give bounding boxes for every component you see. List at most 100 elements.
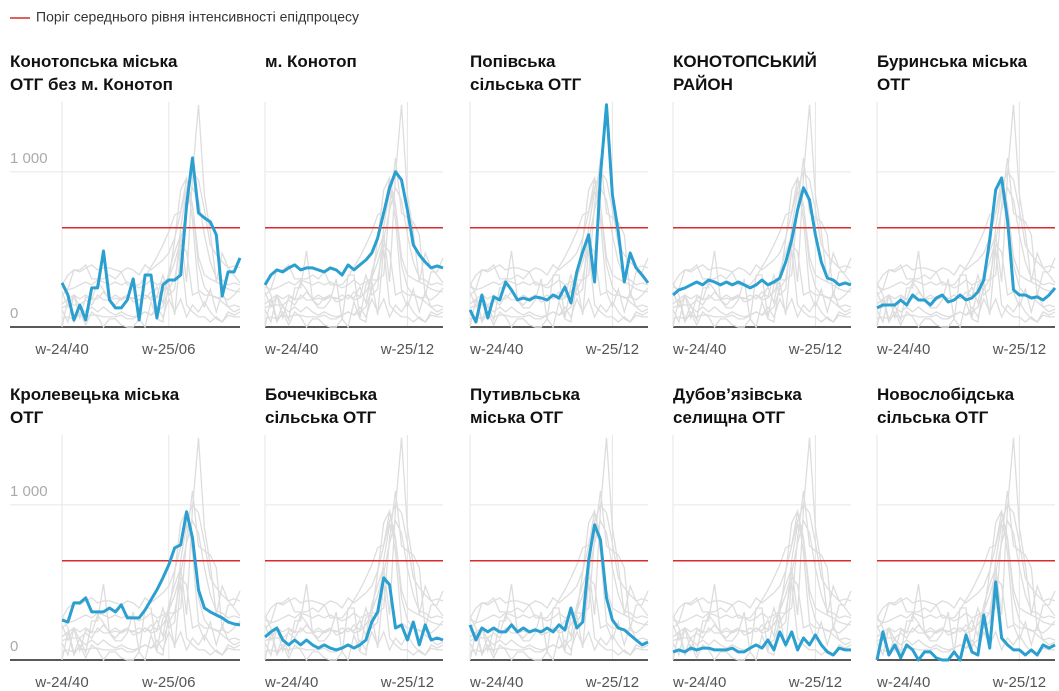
background-line [264,178,444,293]
panel-title: Конотопська міська ОТГ без м. Конотоп [10,52,178,94]
x-tick-label: w-25/12 [992,674,1046,691]
panel-title: Бочечківська сільська ОТГ [265,385,378,427]
background-line [61,490,241,656]
background-line [672,581,852,662]
background-line [264,248,444,329]
background-line [672,104,852,324]
highlight-line [876,176,1057,310]
highlight-line [61,510,241,627]
highlight-line [875,580,1056,662]
background-line [672,175,852,309]
x-tick-label: w-25/12 [380,341,434,358]
background-line [672,511,852,626]
background-line [61,630,240,656]
panel-title: КОНОТОПСЬКИЙ РАЙОН [673,52,817,94]
x-tick-label: w-25/12 [380,674,434,691]
background-line [876,104,1056,324]
background-line [876,511,1056,626]
background-line [61,522,241,646]
panel-title: Дубов’язівська селищна ОТГ [673,385,802,427]
background-line [876,170,1056,286]
background-line [264,157,444,323]
background-line [469,175,649,309]
y-tick-label: 1 000 [10,483,48,500]
background-line [672,170,852,286]
background-line [264,490,444,656]
panel-title: Буринська міська ОТГ [877,52,1028,94]
background-line [469,170,649,286]
y-tick-label: 0 [10,638,18,655]
background-line [876,157,1056,323]
x-tick-label: w-24/40 [264,341,318,358]
background-line [264,189,444,313]
x-tick-label: w-24/40 [469,341,523,358]
background-line [672,518,852,629]
background-line [876,518,1056,629]
background-line [876,508,1056,642]
x-tick-label: w-25/12 [585,341,639,358]
background-line [264,581,444,662]
background-line [469,630,648,656]
x-tick-label: w-24/40 [469,674,523,691]
x-tick-label: w-25/12 [788,674,842,691]
background-line [469,437,649,657]
x-tick-label: w-24/40 [876,341,930,358]
x-tick-label: w-25/12 [992,341,1046,358]
x-tick-label: w-24/40 [672,674,726,691]
x-tick-label: w-25/06 [141,674,195,691]
highlight-line [672,630,851,657]
background-line [264,437,444,657]
background-line [672,189,852,313]
background-line [469,490,649,656]
background-line [264,522,444,646]
background-line [264,503,444,619]
background-line [61,518,241,629]
background-line [672,297,851,323]
background-line [469,185,649,296]
background-line [264,518,444,629]
background-line [264,104,444,324]
background-line [61,503,241,619]
background-line [876,297,1055,323]
background-line [469,157,649,323]
background-line [672,157,852,323]
highlight-line [672,186,852,297]
x-tick-label: w-24/40 [876,674,930,691]
background-line [61,248,241,329]
x-tick-label: w-25/06 [141,341,195,358]
background-line [264,297,443,323]
background-line [672,522,852,646]
highlight-line [468,103,650,324]
x-tick-label: w-25/12 [585,674,639,691]
background-line [672,437,852,657]
background-line [876,185,1056,296]
background-line [876,503,1056,619]
background-line [264,511,444,626]
background-line [469,518,649,629]
x-tick-label: w-24/40 [34,341,88,358]
x-tick-label: w-24/40 [34,674,88,691]
background-line [469,178,649,293]
background-line [264,175,444,309]
background-line [876,178,1056,293]
highlight-line [264,576,444,652]
x-tick-label: w-25/12 [788,341,842,358]
highlight-line [60,156,242,322]
background-line [61,297,240,323]
background-line [61,581,241,662]
background-line [469,511,649,626]
background-line [672,248,852,329]
background-line [61,508,241,642]
background-line [264,185,444,296]
panel-title: Кролевецька міська ОТГ [10,385,180,427]
background-line [469,248,649,329]
highlight-line [468,523,649,647]
background-line [876,248,1056,329]
background-line [469,503,649,619]
background-line [61,104,241,324]
background-line [469,581,649,662]
background-line [672,508,852,642]
y-tick-label: 1 000 [10,150,48,167]
